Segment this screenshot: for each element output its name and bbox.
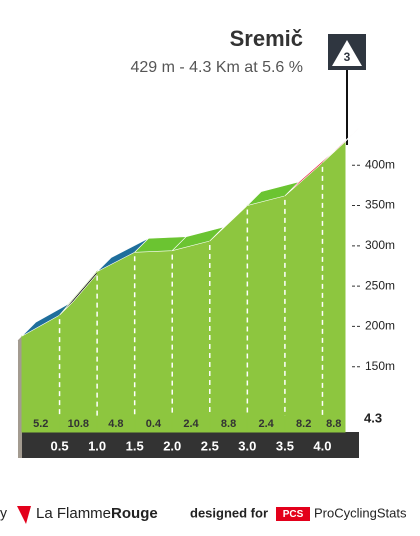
segment-face [209,204,248,433]
segment-face [321,140,346,433]
x-tick-label: 0.5 [51,438,69,453]
x-tick-label: 1.0 [88,438,106,453]
gradient-label: 8.8 [326,418,341,430]
segment-face [96,251,136,433]
gradient-label: 0.4 [146,418,162,430]
x-tick-label: 4.3 [364,410,382,425]
x-tick-label: 2.0 [163,438,181,453]
designed-for: designed for [190,505,268,520]
footer-cut: y [0,505,7,521]
gradient-label: 4.8 [108,418,123,430]
footer: y La FlammeRouge designed for PCS ProCyc… [0,505,407,524]
y-tick-label: 400m [365,157,395,171]
gradient-label: 2.4 [258,418,274,430]
profile: 150m 200m 250m 300m 350m 400m 5.2 10.8 4.8 0.4 2.4… [18,127,395,458]
x-tick-label: 1.5 [126,438,144,453]
chart-title: Sremič [230,26,303,51]
y-tick-label: 200m [365,319,395,333]
brand-b: Rouge [111,505,158,522]
pcs-logo [276,507,310,521]
gradient-label: 8.8 [221,418,236,430]
category-label: 3 [344,50,351,64]
base-band [18,432,359,458]
gradient-label: 5.2 [33,418,48,430]
side-face [18,340,23,458]
x-tick-label: 4.0 [313,438,331,453]
gradient-label: 10.8 [68,418,89,430]
y-tick-label: 300m [365,238,395,252]
x-tick-label: 3.0 [238,438,256,453]
flamme-logo [17,506,31,524]
x-tick-label: 3.5 [276,438,294,453]
x-tick-label: 2.5 [201,438,219,453]
badge-triangle [332,40,362,66]
brand-a: La Flamme [36,505,111,522]
brand: La FlammeRouge [36,505,158,522]
site: ProCyclingStats [314,505,407,520]
segment-top [322,127,360,164]
y-tick-label: 250m [365,278,395,292]
chart-subtitle: 429 m - 4.3 Km at 5.6 % [130,59,303,76]
pcs-text: PCS [283,509,304,520]
segment-face [134,250,173,433]
segment-face [171,240,211,433]
segment-face [284,161,323,433]
segment-face [246,195,286,433]
y-tick-label: 350m [365,198,395,212]
gradient-label: 2.4 [183,418,199,430]
gradient-label: 8.2 [296,418,311,430]
y-tick-label: 150m [365,359,395,373]
